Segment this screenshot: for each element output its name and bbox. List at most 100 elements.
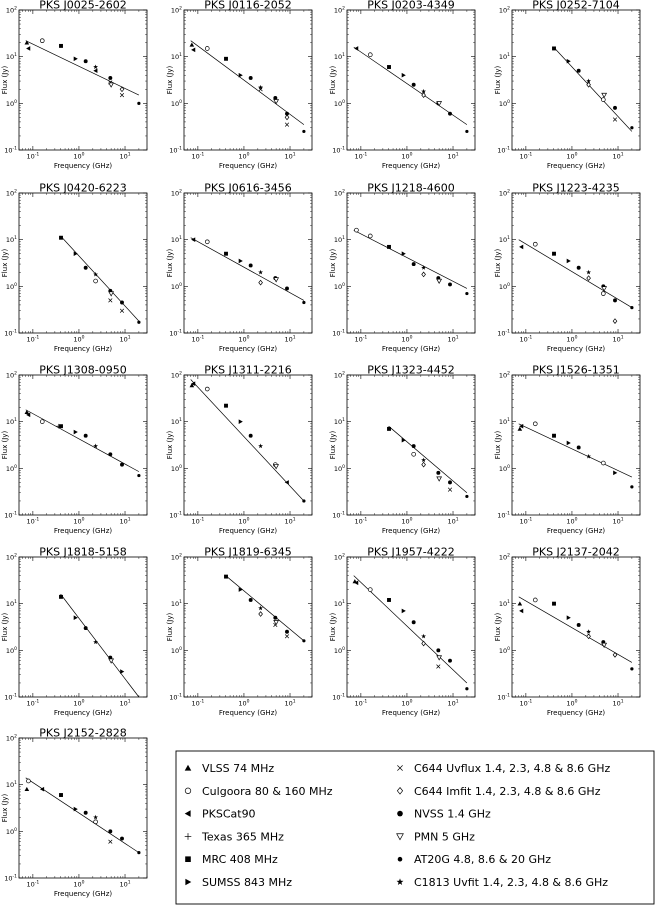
data-point — [248, 263, 253, 268]
data-point — [120, 300, 124, 305]
data-point — [367, 52, 373, 58]
x-axis-label: Frequency (GHz) — [547, 527, 605, 535]
data-point — [630, 485, 634, 489]
y-tick-label: 100 — [499, 464, 510, 473]
x-axis-label: Frequency (GHz) — [54, 890, 112, 898]
data-point — [519, 244, 524, 250]
panel-8: PKS J1223-4235 10-1 100 101 102 10-1 100 101 Fre… — [494, 182, 641, 353]
x-axis-label: Frequency (GHz) — [219, 709, 277, 717]
fit-line — [190, 40, 305, 125]
data-point — [108, 75, 113, 80]
x-tick-label: 100 — [238, 335, 249, 344]
data-point — [566, 58, 571, 64]
data-point — [119, 93, 125, 98]
x-tick-label: 10-1 — [519, 152, 532, 161]
panel-13: PKS J1818-5158 10-1 100 101 102 10-1 100 101 Fre… — [1, 546, 148, 717]
panel-6: PKS J0616-3456 10-1 100 101 102 10-1 100 101 Fre… — [166, 182, 313, 353]
x-axis-label: Frequency (GHz) — [382, 345, 440, 353]
y-tick-label: 10-1 — [169, 511, 182, 520]
x-tick-label: 101 — [119, 517, 130, 526]
plot-frame — [183, 556, 313, 698]
data-point — [284, 114, 290, 121]
panel-5: PKS J0420-6223 10-1 100 101 102 10-1 100 101 Fre… — [1, 182, 148, 353]
data-point — [224, 403, 228, 408]
x-axis-label: Frequency (GHz) — [219, 162, 277, 170]
fit-line — [518, 423, 633, 478]
x-tick-label: 101 — [447, 335, 458, 344]
y-axis-label: Flux (Jy) — [166, 431, 174, 460]
x-axis-label: Frequency (GHz) — [547, 162, 605, 170]
x-tick-label: 101 — [447, 699, 458, 708]
panel-title: PKS J1311-2216 — [204, 364, 292, 377]
data-point — [401, 72, 406, 78]
panel-9: PKS J1308-0950 10-1 100 101 102 10-1 100 101 Fre… — [1, 364, 148, 535]
data-point — [248, 75, 253, 80]
data-point — [24, 786, 30, 792]
legend-item: AT20G 4.8, 8.6 & 20 GHz — [397, 853, 551, 866]
x-tick-label: 101 — [447, 517, 458, 526]
data-point — [59, 424, 63, 429]
data-point — [238, 72, 243, 78]
data-point — [258, 443, 264, 449]
x-tick-label: 100 — [238, 517, 249, 526]
data-point — [26, 778, 31, 784]
y-tick-label: 102 — [171, 6, 182, 15]
data-point — [258, 84, 264, 90]
data-point — [137, 473, 141, 478]
legend-label: MRC 408 MHz — [202, 853, 278, 866]
data-point — [552, 46, 556, 51]
y-tick-label: 102 — [171, 189, 182, 198]
legend-marker — [185, 878, 192, 886]
y-tick-label: 100 — [6, 464, 17, 473]
data-point — [367, 233, 373, 239]
data-point — [421, 457, 427, 463]
x-axis-label: Frequency (GHz) — [219, 527, 277, 535]
panel-title: PKS J1526-1351 — [532, 364, 620, 377]
legend-label: C644 Uvflux 1.4, 2.3, 4.8 & 8.6 GHz — [414, 762, 610, 775]
y-tick-label: 10-1 — [4, 146, 17, 155]
y-tick-label: 101 — [499, 599, 510, 608]
fit-line — [518, 239, 633, 308]
y-axis-label: Flux (Jy) — [329, 66, 337, 95]
x-tick-label: 101 — [612, 699, 623, 708]
data-point — [108, 298, 113, 303]
legend-marker — [397, 856, 403, 862]
plot-frame — [511, 374, 641, 516]
x-tick-label: 101 — [612, 517, 623, 526]
plot-frame — [18, 374, 148, 516]
data-point — [411, 620, 416, 625]
data-point — [601, 286, 608, 292]
legend-item: NVSS 1.4 GHz — [397, 808, 491, 821]
x-tick-label: 101 — [284, 517, 295, 526]
x-tick-label: 10-1 — [354, 699, 367, 708]
data-point — [284, 122, 290, 127]
data-point — [59, 235, 63, 240]
data-point — [302, 129, 306, 134]
x-axis-label: Frequency (GHz) — [382, 527, 440, 535]
data-point — [108, 839, 113, 844]
data-point — [401, 608, 406, 614]
data-point — [586, 78, 592, 84]
data-point — [39, 419, 45, 424]
y-tick-label: 102 — [6, 6, 17, 15]
x-tick-label: 101 — [284, 699, 295, 708]
data-point — [302, 300, 306, 305]
x-tick-label: 10-1 — [519, 517, 532, 526]
data-point — [73, 56, 78, 62]
panel-12: PKS J1526-1351 10-1 100 101 102 10-1 100 101 Fre… — [494, 364, 641, 535]
data-point — [552, 433, 556, 438]
data-point — [93, 639, 99, 645]
x-axis-label: Frequency (GHz) — [54, 162, 112, 170]
legend-marker — [397, 810, 403, 817]
plot-frame — [511, 556, 641, 698]
panel-title: PKS J2137-2042 — [532, 546, 620, 559]
y-tick-label: 100 — [334, 99, 345, 108]
fit-line — [25, 40, 140, 96]
data-point — [517, 601, 523, 606]
y-tick-label: 100 — [171, 99, 182, 108]
y-tick-label: 102 — [6, 734, 17, 743]
data-point — [258, 279, 263, 286]
x-tick-label: 100 — [566, 152, 577, 161]
panel-title: PKS J0252-7104 — [532, 0, 620, 12]
x-tick-label: 100 — [401, 517, 412, 526]
